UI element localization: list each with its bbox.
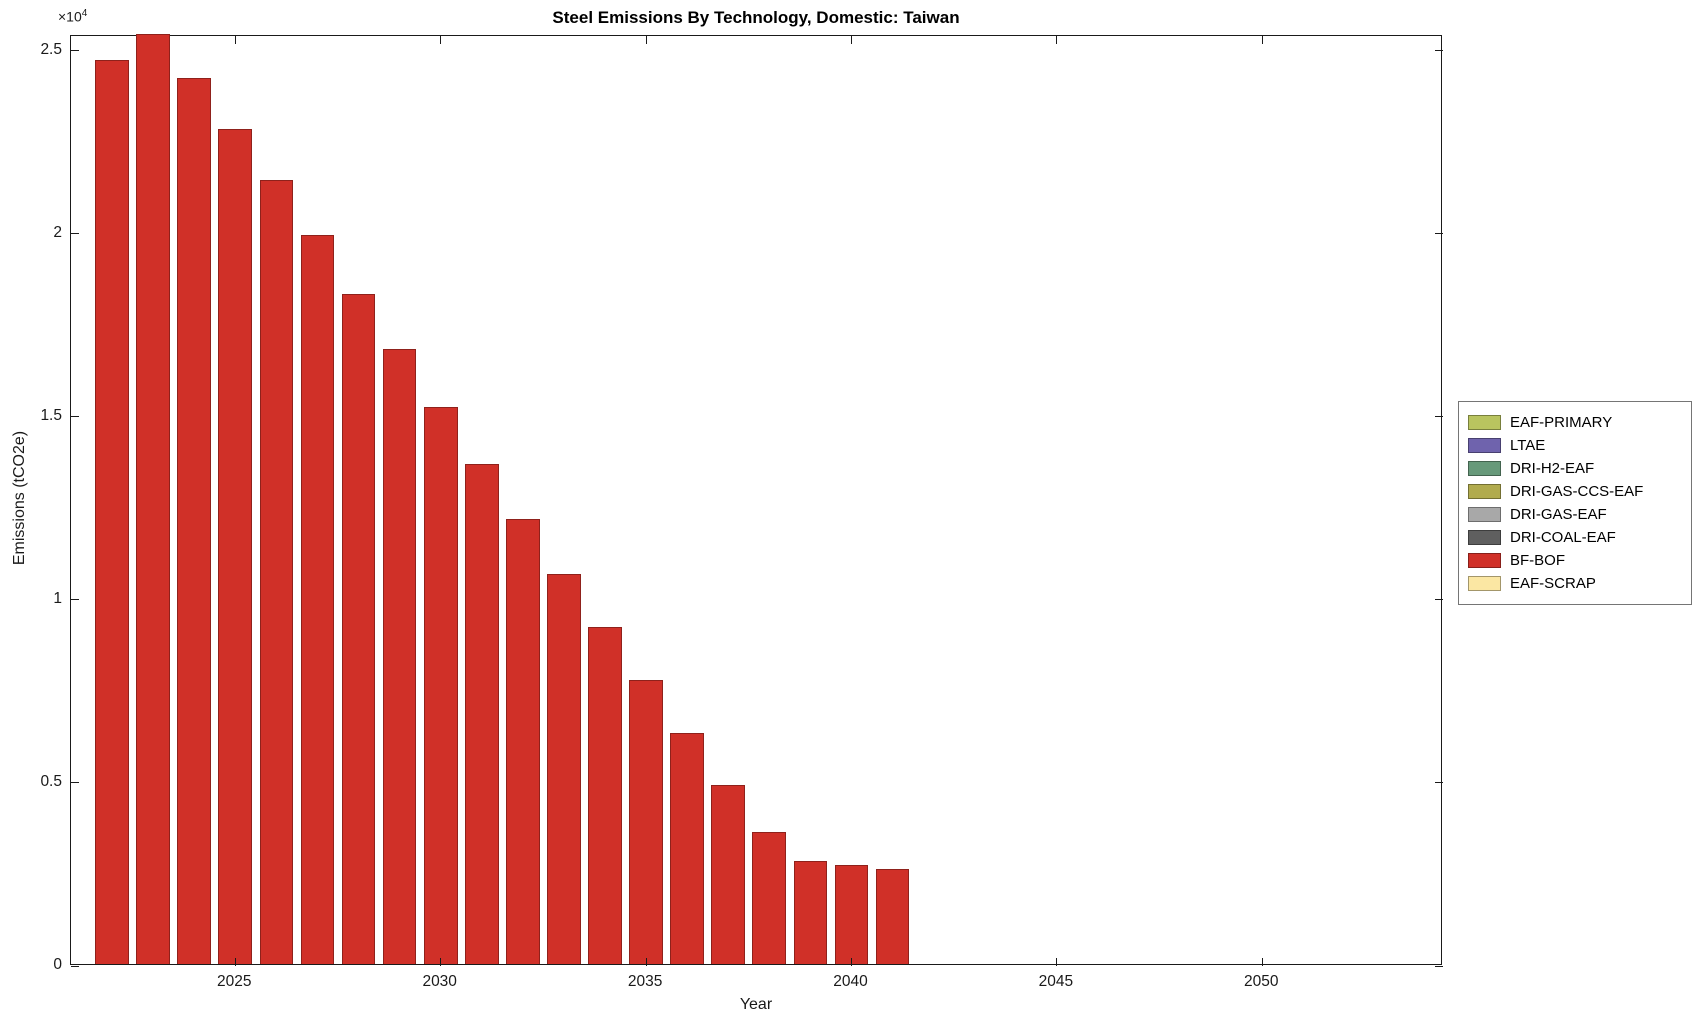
legend-item-dri-h2-eaf: DRI-H2-EAF xyxy=(1468,457,1685,480)
y-tick-right xyxy=(1435,599,1443,601)
bar-2029 xyxy=(382,348,417,964)
legend-label: EAF-SCRAP xyxy=(1510,575,1596,592)
legend-item-ltae: LTAE xyxy=(1468,434,1685,457)
bar-2025 xyxy=(218,129,253,964)
x-tick-top xyxy=(645,36,647,44)
bar-2036 xyxy=(670,733,704,964)
x-axis-label: Year xyxy=(739,996,773,1013)
legend-item-dri-coal-eaf: DRI-COAL-EAF xyxy=(1468,526,1685,549)
bar-2032 xyxy=(506,519,540,964)
legend-swatch-icon xyxy=(1468,507,1501,522)
bar-2030 xyxy=(423,407,458,964)
x-tick-top xyxy=(850,36,852,44)
x-tick-label: 2045 xyxy=(1038,973,1074,990)
y-tick-label: 1 xyxy=(53,589,62,607)
x-tick-label: 2035 xyxy=(627,973,663,990)
x-tick-label: 2030 xyxy=(422,973,457,990)
x-tick-top xyxy=(1261,36,1263,44)
x-tick-bottom xyxy=(645,958,647,966)
y-axis-multiplier: ×104 xyxy=(58,8,87,25)
y-tick-left xyxy=(71,599,79,601)
y-tick-left xyxy=(71,233,79,235)
chart-title: Steel Emissions By Technology, Domestic:… xyxy=(552,8,960,27)
bar-2033 xyxy=(547,574,581,964)
legend-item-eaf-scrap: EAF-SCRAP xyxy=(1468,572,1685,595)
y-tick-right xyxy=(1435,965,1443,967)
legend-item-dri-gas-ccs-eaf: DRI-GAS-CCS-EAF xyxy=(1468,480,1685,503)
bar-2040 xyxy=(834,865,869,964)
y-tick-right xyxy=(1435,233,1443,235)
legend-item-dri-gas-eaf: DRI-GAS-EAF xyxy=(1468,503,1685,526)
y-tick-left xyxy=(71,50,79,52)
legend-label: LTAE xyxy=(1510,437,1546,454)
legend-swatch-icon xyxy=(1468,530,1501,545)
y-tick-label: 0 xyxy=(53,956,62,973)
bar-2028 xyxy=(341,293,376,964)
y-axis-multiplier-base: ×10 xyxy=(58,8,82,25)
bar-2041 xyxy=(875,868,910,964)
y-tick-label: 2 xyxy=(53,223,62,241)
x-tick-label: 2025 xyxy=(217,973,252,990)
legend: EAF-PRIMARY LTAE DRI-H2-EAF DRI-GAS-CCS-EAF… xyxy=(1458,401,1692,605)
x-tick-label: 2050 xyxy=(1244,973,1279,990)
plot-area xyxy=(70,34,1443,967)
bar-2035 xyxy=(629,680,663,964)
x-tick-label: 2040 xyxy=(833,973,868,990)
y-tick-left xyxy=(71,965,79,967)
bar-2034 xyxy=(588,627,622,964)
x-tick-top xyxy=(440,36,442,44)
x-tick-top xyxy=(1056,36,1058,44)
bar-2026 xyxy=(259,180,294,964)
bar-2039 xyxy=(793,861,828,964)
legend-item-eaf-primary: EAF-PRIMARY xyxy=(1468,411,1685,434)
legend-label: DRI-GAS-EAF xyxy=(1510,506,1607,523)
bar-2027 xyxy=(300,235,335,964)
bar-2022 xyxy=(95,59,129,964)
legend-swatch-icon xyxy=(1468,553,1501,568)
legend-label: BF-BOF xyxy=(1510,552,1565,569)
bar-2031 xyxy=(464,464,499,964)
legend-swatch-icon xyxy=(1468,576,1501,591)
y-tick-label: 1.5 xyxy=(40,406,62,424)
legend-item-bf-bof: BF-BOF xyxy=(1468,549,1685,572)
y-axis-multiplier-exponent: 4 xyxy=(81,8,88,19)
y-tick-right xyxy=(1435,416,1443,418)
x-tick-bottom xyxy=(1261,958,1263,966)
legend-swatch-icon xyxy=(1468,461,1501,476)
x-tick-bottom xyxy=(234,958,236,966)
y-tick-left xyxy=(71,416,79,418)
x-tick-bottom xyxy=(440,958,442,966)
bar-2038 xyxy=(752,832,787,964)
y-axis-label: Emissions (tCO2e) xyxy=(11,430,28,566)
legend-label: EAF-PRIMARY xyxy=(1510,414,1613,431)
x-tick-bottom xyxy=(850,958,852,966)
y-tick-label: 2.5 xyxy=(40,40,62,58)
legend-label: DRI-GAS-CCS-EAF xyxy=(1510,483,1644,500)
y-tick-left xyxy=(71,782,79,784)
legend-swatch-icon xyxy=(1468,438,1501,453)
bar-2023 xyxy=(136,34,170,964)
legend-swatch-icon xyxy=(1468,484,1501,499)
y-tick-right xyxy=(1435,782,1443,784)
y-tick-right xyxy=(1435,50,1443,52)
legend-label: DRI-COAL-EAF xyxy=(1510,529,1616,546)
x-tick-top xyxy=(234,36,236,44)
bar-2037 xyxy=(711,784,746,964)
legend-label: DRI-H2-EAF xyxy=(1510,460,1595,477)
legend-swatch-icon xyxy=(1468,415,1501,430)
bar-2024 xyxy=(177,77,212,964)
y-tick-label: 0.5 xyxy=(40,772,62,790)
x-tick-bottom xyxy=(1056,958,1058,966)
